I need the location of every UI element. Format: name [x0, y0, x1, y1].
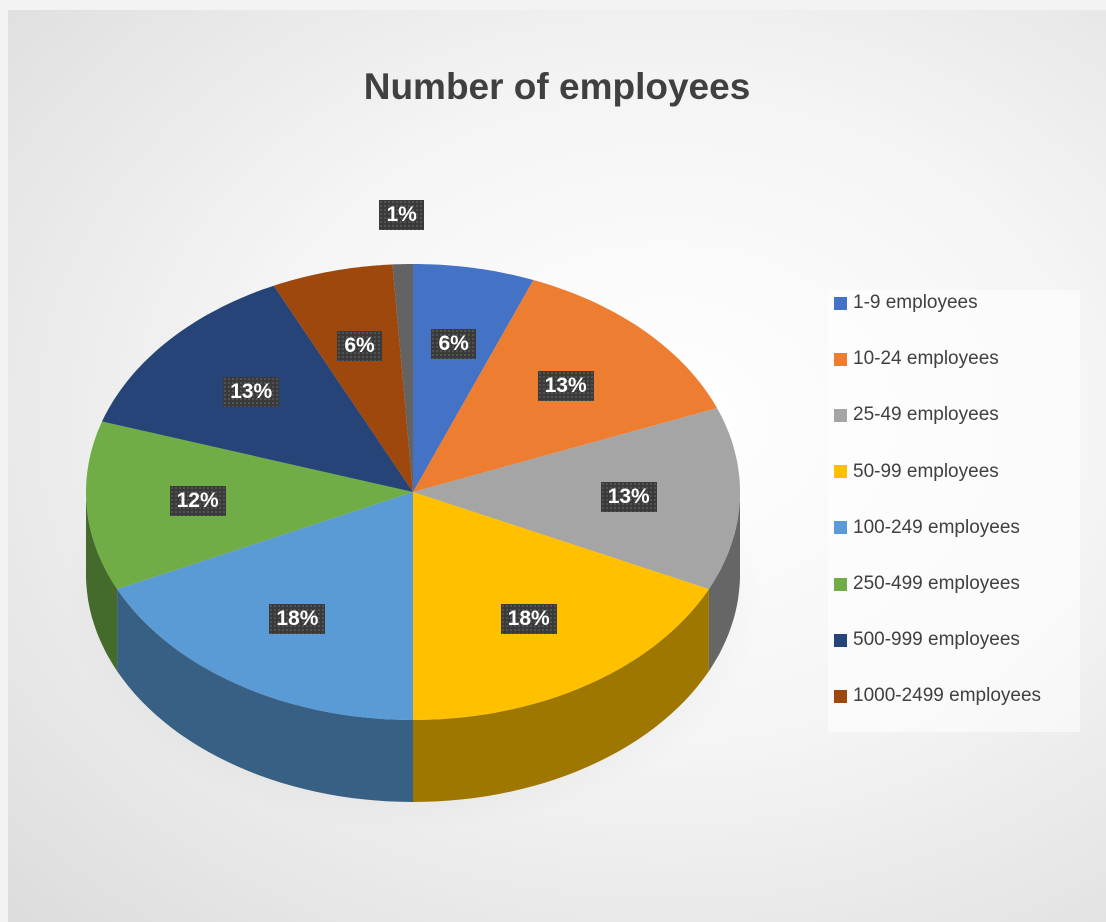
- legend-item-50-99-employees: 50-99 employees: [834, 460, 999, 484]
- pie-slice-250-499-employees: [86, 421, 413, 590]
- legend-label: 50-99 employees: [853, 460, 999, 482]
- legend-swatch: [834, 296, 847, 310]
- legend-label: 10-24 employees: [853, 348, 999, 370]
- legend-item-250-499-employees: 250-499 employees: [834, 572, 1020, 596]
- pie-slice-50-99-employees: [413, 492, 709, 720]
- legend-item-1000-2499-employees: 1000-2499 employees: [834, 684, 1041, 708]
- legend-swatch: [834, 465, 847, 479]
- data-label-1-9-employees: 6%: [431, 329, 476, 360]
- legend-label: 500-999 employees: [853, 629, 1020, 651]
- data-label-250-499-employees: 12%: [169, 486, 226, 517]
- data-label-500-999-employees: 13%: [223, 377, 280, 408]
- data-label-100-249-employees: 18%: [269, 604, 326, 635]
- legend-swatch: [834, 689, 847, 703]
- data-label-50-99-employees: 18%: [500, 604, 557, 635]
- legend-item-10-24-employees: 10-24 employees: [834, 347, 999, 371]
- legend-item-100-249-employees: 100-249 employees: [834, 516, 1020, 540]
- pie-side-250-499-employees: [86, 492, 118, 672]
- legend: 1-9 employees 10-24 employees 25-49 employ…: [828, 290, 1080, 732]
- pie-side-25-49-employees: [708, 492, 740, 672]
- pie-side-50-99-employees: [413, 589, 709, 802]
- chart-title: Number of employees: [363, 66, 751, 107]
- legend-swatch: [834, 352, 847, 366]
- data-label-1000-2499-employees: 6%: [337, 331, 382, 362]
- legend-swatch: [834, 577, 847, 591]
- pie-slice-other: [392, 264, 413, 492]
- legend-label: 100-249 employees: [853, 516, 1020, 538]
- legend-swatch: [834, 633, 847, 647]
- pie-slice-100-249-employees: [117, 492, 413, 720]
- legend-label: 1-9 employees: [853, 292, 978, 313]
- pie-slice-1000-2499-employees: [273, 264, 413, 492]
- pie-slice-1-9-employees: [413, 264, 534, 492]
- legend-item-1-9-employees: 1-9 employees: [834, 291, 978, 315]
- legend-swatch: [834, 408, 847, 422]
- legend-swatch: [834, 521, 847, 535]
- legend-label: 1000-2499 employees: [853, 685, 1042, 707]
- legend-label: 250-499 employees: [853, 573, 1020, 594]
- pie-slice-25-49-employees: [413, 408, 740, 590]
- legend-label: 25-49 employees: [853, 404, 999, 426]
- legend-item-25-49-employees: 25-49 employees: [834, 403, 999, 427]
- data-label-10-24-employees: 13%: [537, 370, 594, 401]
- pie-side-100-249-employees: [117, 589, 413, 802]
- data-label-other: 1%: [379, 199, 424, 230]
- data-label-25-49-employees: 13%: [600, 481, 657, 512]
- legend-item-500-999-employees: 500-999 employees: [834, 628, 1020, 652]
